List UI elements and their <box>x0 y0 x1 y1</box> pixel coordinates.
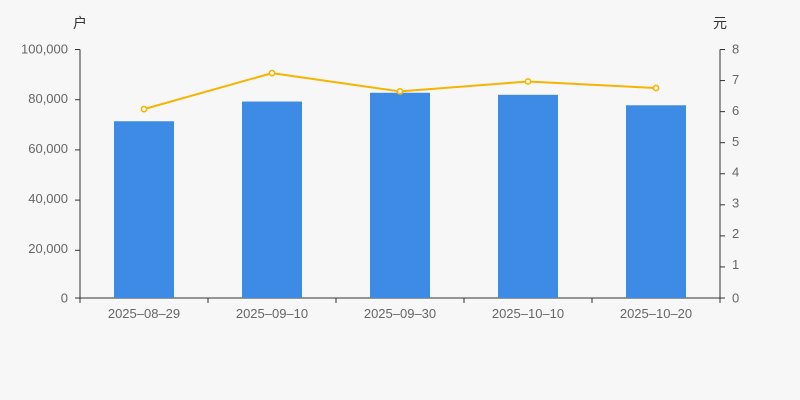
svg-text:40,000: 40,000 <box>28 191 68 206</box>
svg-text:8: 8 <box>732 42 739 57</box>
svg-text:2025–09–10: 2025–09–10 <box>236 306 308 321</box>
svg-text:80,000: 80,000 <box>28 91 68 106</box>
svg-text:2025–08–29: 2025–08–29 <box>108 306 180 321</box>
svg-text:2025–10–10: 2025–10–10 <box>492 306 564 321</box>
svg-text:2: 2 <box>732 226 739 241</box>
svg-text:元: 元 <box>713 15 727 31</box>
svg-text:20,000: 20,000 <box>28 241 68 256</box>
svg-text:4: 4 <box>732 165 739 180</box>
svg-text:60,000: 60,000 <box>28 141 68 156</box>
svg-text:3: 3 <box>732 195 739 210</box>
svg-text:7: 7 <box>732 72 739 87</box>
svg-text:5: 5 <box>732 134 739 149</box>
svg-text:1: 1 <box>732 257 739 272</box>
svg-text:2025–10–20: 2025–10–20 <box>620 306 692 321</box>
svg-text:0: 0 <box>61 291 68 306</box>
svg-text:100,000: 100,000 <box>21 42 68 57</box>
svg-text:2025–09–30: 2025–09–30 <box>364 306 436 321</box>
svg-text:6: 6 <box>732 103 739 118</box>
svg-text:0: 0 <box>732 291 739 306</box>
svg-text:户: 户 <box>73 15 87 31</box>
